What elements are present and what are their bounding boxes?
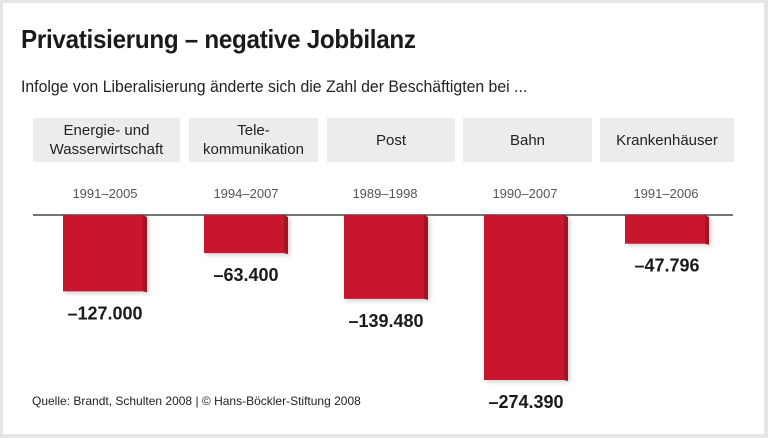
period-label: 1994–2007 (213, 186, 279, 201)
category-label: Energie- und Wasserwirtschaft (49, 122, 164, 158)
value-label: –127.000 (67, 303, 142, 323)
bar-front (625, 215, 705, 244)
category-label: Post (375, 131, 406, 149)
category-label: Tele- kommunikation (203, 122, 304, 158)
bar-side (143, 215, 147, 293)
category-box-bahn: Bahn (463, 118, 592, 162)
bar (484, 215, 568, 381)
bar-front (344, 215, 424, 299)
category-box-telekommunikation: Tele- kommunikation (189, 118, 318, 162)
bar-side (284, 215, 288, 255)
period-label: 1990–2007 (492, 186, 558, 201)
bar (204, 215, 288, 255)
period-label: 1991–2005 (72, 186, 138, 201)
category-label: Krankenhäuser (616, 131, 718, 149)
value-label: –139.480 (348, 311, 423, 331)
period-label: 1989–1998 (352, 186, 418, 201)
bar (63, 215, 147, 293)
chart-title: Privatisierung – negative Jobbilanz (21, 24, 416, 54)
bar (344, 215, 428, 300)
bar-side (564, 215, 568, 381)
category-box-energie: Energie- und Wasserwirtschaft (33, 118, 180, 162)
period-label: 1991–2006 (633, 186, 699, 201)
bar (625, 215, 709, 245)
bar-front (204, 215, 284, 254)
value-label: –274.390 (488, 392, 563, 412)
value-label: –47.796 (634, 256, 699, 276)
category-box-krankenhaeuser: Krankenhäuser (600, 118, 734, 162)
value-label: –63.400 (213, 265, 278, 285)
bar-front (63, 215, 143, 292)
source-note: Quelle: Brandt, Schulten 2008 | © Hans-B… (32, 394, 361, 408)
bar-side (705, 215, 709, 245)
chart-subtitle: Infolge von Liberalisierung änderte sich… (21, 77, 528, 96)
category-label: Bahn (509, 131, 546, 149)
bar-side (424, 215, 428, 300)
bar-front (484, 215, 564, 380)
category-box-post: Post (327, 118, 455, 162)
